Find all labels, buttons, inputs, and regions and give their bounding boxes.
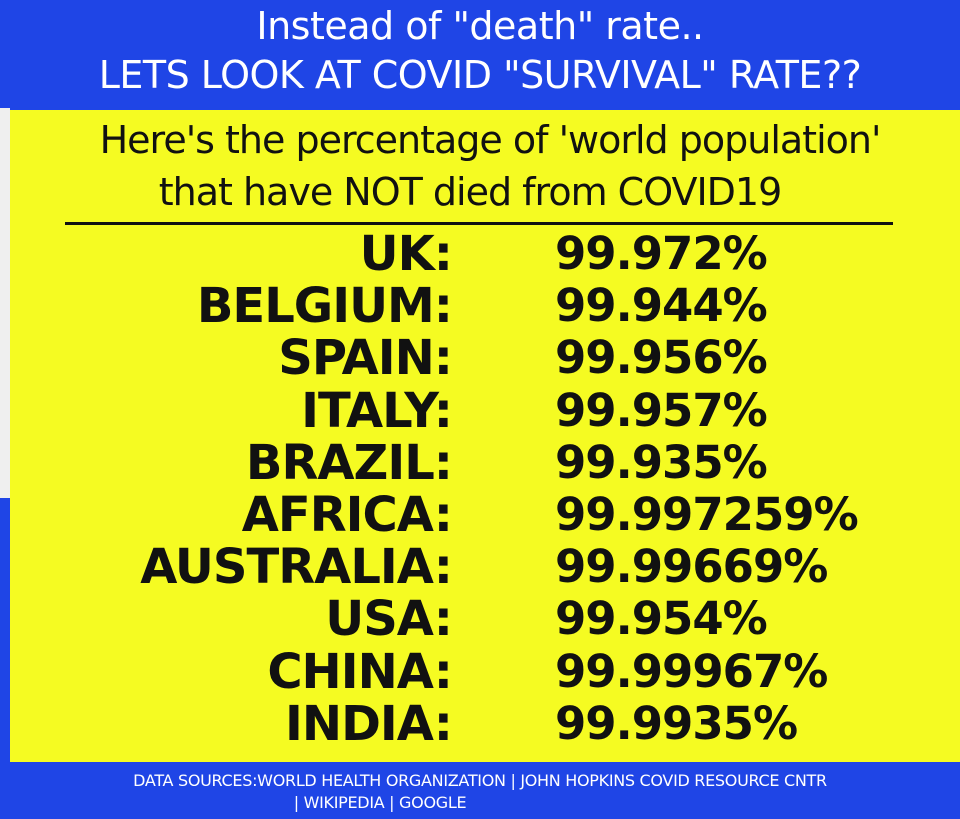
country-label: INDIA: — [285, 695, 453, 752]
survival-rate: 99.954% — [555, 592, 768, 646]
left-edge-strip — [0, 108, 10, 498]
country-label: USA: — [325, 591, 453, 648]
survival-rate: 99.972% — [555, 227, 768, 280]
survival-rate: 99.99967% — [555, 644, 828, 698]
table-row: SPAIN: 99.956% — [10, 330, 960, 387]
country-label: BELGIUM: — [196, 278, 453, 335]
header-line-2: LETS LOOK AT COVID "SURVIVAL" RATE?? — [98, 53, 862, 97]
table-row: AFRICA: 99.997259% — [10, 486, 960, 543]
subtitle-line-1: Here's the percentage of 'world populati… — [99, 118, 882, 162]
subtitle-underline — [65, 222, 893, 225]
footer-sources: DATA SOURCES:WORLD HEALTH ORGANIZATION |… — [0, 762, 960, 819]
header-line-1: Instead of "death" rate.. — [256, 4, 704, 48]
country-label: UK: — [359, 226, 453, 282]
country-label: AFRICA: — [241, 486, 453, 543]
survival-rate: 99.956% — [555, 331, 768, 385]
country-label: CHINA: — [267, 643, 453, 700]
survival-rate: 99.944% — [555, 279, 768, 333]
country-label: SPAIN: — [278, 330, 453, 387]
survival-rate: 99.9935% — [555, 696, 798, 750]
table-row: AUSTRALIA: 99.99669% — [10, 539, 960, 596]
survival-rate: 99.997259% — [555, 487, 859, 541]
country-label: ITALY: — [301, 382, 453, 439]
yellow-panel: Here's the percentage of 'world populati… — [10, 110, 960, 762]
table-row: USA: 99.954% — [10, 591, 960, 648]
table-row: UK: 99.972% — [10, 226, 960, 282]
footer-line-1: DATA SOURCES:WORLD HEALTH ORGANIZATION |… — [133, 771, 827, 790]
footer-line-2: | WIKIPEDIA | GOOGLE — [293, 793, 467, 812]
left-edge-strip-lower — [0, 498, 10, 762]
survival-rate-table: UK: 99.972% BELGIUM: 99.944% SPAIN: 99.9… — [10, 228, 960, 750]
table-row: BELGIUM: 99.944% — [10, 278, 960, 335]
table-row: BRAZIL: 99.935% — [10, 434, 960, 491]
table-row: CHINA: 99.99967% — [10, 643, 960, 700]
country-label: BRAZIL: — [245, 434, 453, 491]
survival-rate: 99.957% — [555, 383, 768, 437]
subtitle-line-2: that have NOT died from COVID19 — [158, 170, 783, 214]
survival-rate: 99.99669% — [555, 540, 828, 594]
table-row: INDIA: 99.9935% — [10, 695, 960, 752]
country-label: AUSTRALIA: — [140, 539, 453, 596]
survival-rate: 99.935% — [555, 435, 768, 489]
table-row: ITALY: 99.957% — [10, 382, 960, 439]
header-banner: Instead of "death" rate.. LETS LOOK AT C… — [0, 0, 960, 108]
